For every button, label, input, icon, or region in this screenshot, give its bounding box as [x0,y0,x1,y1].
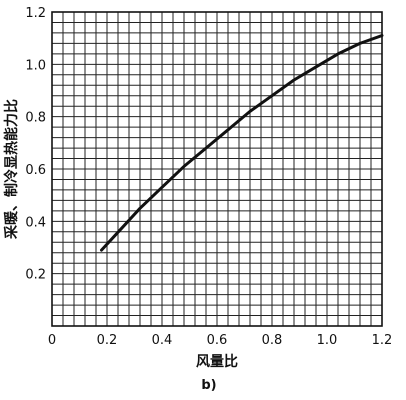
x-tick-label: 1.2 [372,333,393,348]
x-tick-label: 0.2 [97,333,118,348]
y-tick-label: 1.2 [25,6,46,21]
x-tick-label: 0.4 [152,333,173,348]
y-tick-label: 1.0 [25,58,46,73]
y-axis-label: 采暖、制冷显热能力比 [3,99,20,240]
x-tick-label: 0.6 [207,333,228,348]
y-tick-label: 0.4 [25,215,46,230]
series-line-0 [100,34,384,252]
x-tick-label: 0 [48,333,56,348]
x-tick-label: 0.8 [262,333,283,348]
x-tick-label: 1.0 [317,333,338,348]
y-tick-labels: 0.2 0.4 0.6 0.8 1.0 1.2 [25,6,46,283]
y-tick-label: 0.8 [25,111,46,126]
grid [52,12,382,326]
y-tick-label: 0.2 [25,268,46,283]
y-tick-label: 0.6 [25,163,46,178]
figure-caption: b) [201,378,216,393]
plot-frame [51,11,383,327]
x-tick-labels: 0 0.2 0.4 0.6 0.8 1.0 1.2 [48,333,392,348]
series-layer [100,34,384,252]
x-axis-label: 风量比 [196,353,238,370]
